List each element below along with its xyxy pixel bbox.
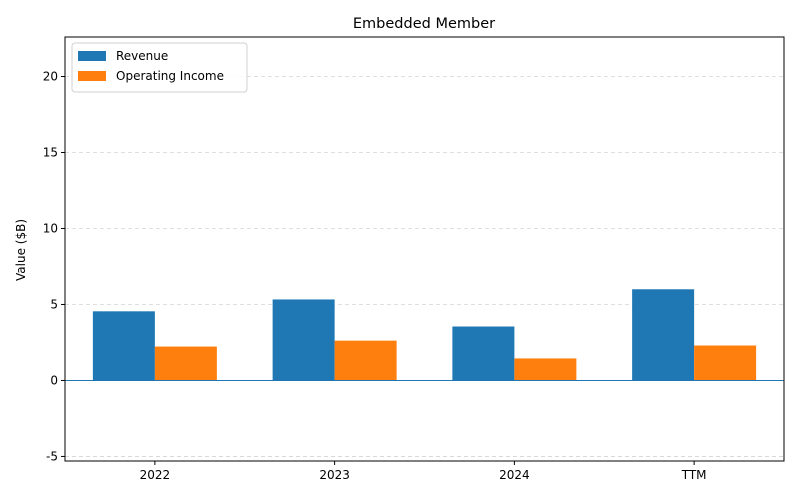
bar-operating-income: [694, 345, 757, 381]
bar-operating-income: [154, 346, 217, 381]
y-tick-label: -5: [46, 449, 58, 463]
bar-operating-income: [514, 358, 577, 381]
gridlines: [65, 76, 784, 457]
y-axis-label: Value ($B): [14, 219, 28, 281]
x-tick-label: 2022: [140, 468, 171, 482]
bar-revenue: [92, 311, 155, 381]
bars: [92, 289, 757, 381]
x-tick-label: 2024: [499, 468, 530, 482]
bar-operating-income: [334, 340, 397, 381]
y-tick-label: 10: [43, 221, 58, 235]
x-tick-label: 2023: [319, 468, 350, 482]
plot-frame: [64, 36, 785, 462]
legend-label: Revenue: [116, 49, 168, 63]
y-tick-label: 20: [43, 70, 58, 84]
legend-swatch: [78, 51, 106, 61]
legend-swatch: [78, 71, 106, 81]
bar-revenue: [632, 289, 695, 381]
bar-revenue: [452, 326, 515, 381]
bar-revenue: [272, 299, 335, 381]
y-tick-label: 0: [50, 373, 58, 387]
legend: Revenue Operating Income: [71, 42, 248, 93]
y-tick-label: 5: [50, 297, 58, 311]
y-tick-label: 15: [43, 145, 58, 159]
x-axis: 2022 2023 2024 TTM: [140, 461, 707, 482]
legend-box: [71, 42, 248, 93]
chart-title: Embedded Member: [353, 16, 495, 32]
legend-label: Operating Income: [116, 69, 224, 83]
x-tick-label: TTM: [681, 468, 707, 482]
y-axis: -5 0 5 10 15 20: [43, 70, 65, 463]
